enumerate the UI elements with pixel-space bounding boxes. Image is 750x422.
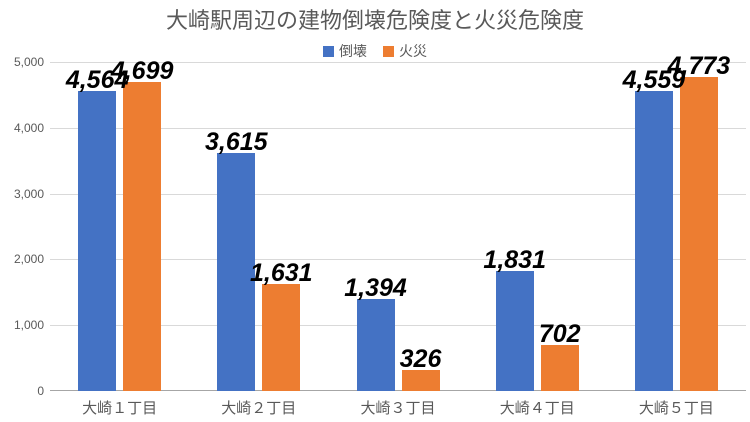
legend-swatch-collapse	[323, 45, 334, 57]
y-tick-label: 1,000	[13, 318, 44, 333]
y-tick-label: 3,000	[13, 186, 44, 201]
bar	[401, 369, 440, 391]
data-label: 4,564	[65, 65, 129, 94]
gridline	[50, 127, 746, 129]
legend-label-collapse: 倒壊	[339, 43, 367, 59]
bar	[634, 91, 673, 391]
bar-column: 702	[538, 62, 581, 391]
bar-column: 4,559	[623, 62, 685, 391]
data-label: 4,699	[110, 56, 174, 85]
bar-groups: 4,564 4,699 3,615 1,631 1,394 326 1,831 702 4,55…	[50, 53, 746, 391]
bar-column: 3,615	[205, 62, 268, 391]
legend: 倒壊 火災	[0, 41, 750, 61]
data-label: 326	[399, 344, 442, 373]
bar-group: 4,564 4,699	[50, 58, 189, 391]
y-axis: 0 1,000 2,000 3,000 4,000 5,000	[0, 56, 44, 397]
bar	[123, 81, 162, 391]
bar	[679, 76, 718, 391]
x-category-label: 大崎５丁目	[638, 400, 714, 417]
gridline	[50, 325, 746, 327]
y-tick-label: 0	[37, 384, 44, 398]
plot-area: 4,564 4,699 3,615 1,631 1,394 326 1,831 702 4,55…	[50, 53, 746, 391]
bar-column: 4,773	[668, 53, 730, 391]
bar	[262, 283, 301, 391]
y-tick-label: 5,000	[13, 55, 44, 69]
legend-swatch-fire	[383, 45, 394, 57]
bar	[495, 270, 534, 391]
x-category-label: 大崎１丁目	[82, 400, 158, 417]
bar	[217, 153, 256, 391]
x-category-label: 大崎２丁目	[221, 400, 297, 417]
legend-item-collapse: 倒壊	[323, 41, 367, 61]
bar-group: 3,615 1,631	[189, 62, 328, 391]
bar-column: 326	[399, 62, 442, 391]
x-category-label: 大崎４丁目	[499, 400, 575, 417]
data-label: 1,831	[483, 245, 546, 274]
bar-column: 4,564	[66, 62, 128, 391]
bar-column: 1,394	[344, 62, 407, 391]
y-tick-label: 4,000	[13, 120, 44, 135]
bar-group: 1,394 326	[328, 62, 467, 391]
bar-group: 4,559 4,773	[607, 53, 746, 391]
x-axis: 大崎１丁目 大崎２丁目 大崎３丁目 大崎４丁目 大崎５丁目	[50, 397, 746, 418]
bar	[356, 299, 395, 391]
legend-label-fire: 火災	[399, 43, 427, 59]
chart-title: 大崎駅周辺の建物倒壊危険度と火災危険度	[165, 8, 584, 33]
legend-item-fire: 火災	[383, 41, 427, 61]
data-label: 1,394	[344, 274, 407, 303]
gridline	[50, 62, 746, 63]
bar-group: 1,831 702	[468, 62, 607, 391]
data-label: 3,615	[205, 128, 268, 157]
bar-column: 4,699	[111, 58, 173, 391]
data-label: 4,773	[667, 51, 731, 80]
data-label: 1,631	[250, 258, 313, 287]
gridline	[50, 193, 746, 195]
x-axis-line	[50, 390, 746, 391]
data-label: 702	[538, 319, 581, 348]
bar	[540, 344, 579, 391]
x-category-label: 大崎３丁目	[360, 400, 436, 417]
y-tick-label: 2,000	[13, 252, 44, 267]
bar-column: 1,631	[250, 62, 313, 391]
gridline	[50, 259, 746, 261]
bar	[78, 90, 117, 391]
bar-column: 1,831	[483, 62, 546, 391]
data-label: 4,559	[622, 66, 686, 95]
